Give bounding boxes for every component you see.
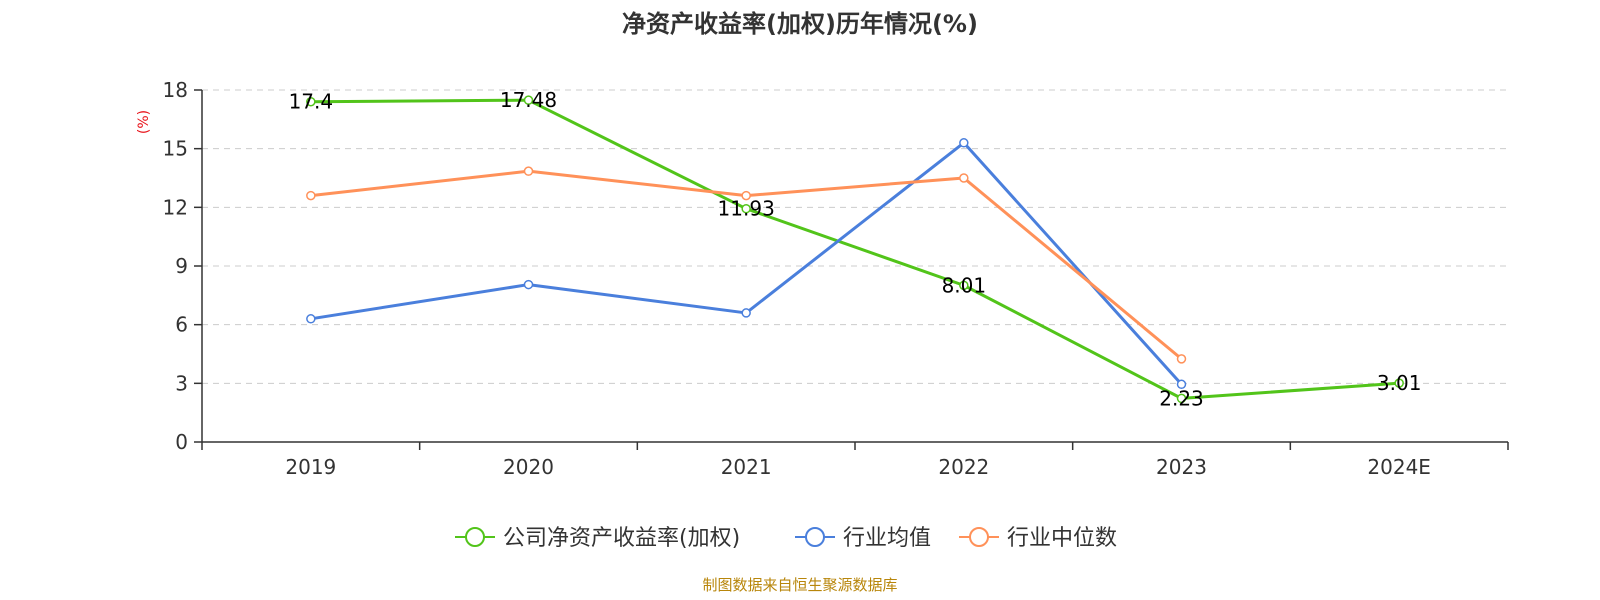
y-tick-label: 15: [163, 137, 188, 161]
y-tick-label: 9: [175, 254, 188, 278]
x-tick-label-2023: 2023: [1156, 455, 1207, 479]
data-point: [741, 308, 751, 318]
data-point: [741, 203, 751, 214]
y-axis-label: (%): [136, 110, 152, 134]
data-point: [959, 280, 969, 291]
legend-item-0: 公司净资产收益率(加权): [455, 526, 740, 551]
data-point: [523, 95, 534, 105]
data-point: [306, 190, 316, 201]
data-point: [1394, 378, 1404, 388]
data-labels: 17.4 17.48 11.93 8.01 2.23 3.01: [289, 88, 1422, 410]
data-point: [1176, 354, 1187, 364]
x-tick-label-2024E: 2024E: [1367, 455, 1431, 479]
data-label: 17.48: [500, 88, 557, 112]
series-line-0: [310, 98, 1400, 400]
data-point: [959, 138, 969, 148]
y-tick-label: 12: [163, 195, 188, 219]
data-label: 17.4: [289, 90, 334, 114]
y-tick-label: 6: [175, 313, 188, 337]
x-tick-label-2020: 2020: [503, 455, 554, 479]
series-0: [306, 95, 1404, 404]
data-point: [959, 173, 969, 183]
x-tick-label-2021: 2021: [721, 455, 772, 479]
series-1: [306, 138, 1187, 390]
legend-item-2: 行业中位数: [959, 526, 1117, 551]
y-tick-label: 18: [163, 78, 188, 102]
y-tick-label: 3: [175, 371, 188, 395]
x-tick-label-2022: 2022: [938, 455, 989, 479]
series-2: [306, 166, 1187, 364]
legend-marker: [969, 527, 989, 547]
data-point: [523, 166, 534, 176]
data-label: 11.93: [718, 197, 775, 221]
grid-lines: [202, 89, 1508, 384]
data-point: [1176, 393, 1187, 404]
data-point: [523, 279, 534, 290]
data-point: [1176, 379, 1187, 390]
legend-label: 行业中位数: [1007, 526, 1117, 551]
data-point: [741, 190, 751, 201]
data-point: [306, 314, 316, 324]
legend-label: 公司净资产收益率(加权): [503, 526, 740, 551]
data-label: 2.23: [1159, 386, 1204, 410]
data-label: 3.01: [1377, 371, 1422, 395]
chart-title: 净资产收益率(加权)历年情况(%): [622, 10, 978, 38]
legend-marker: [465, 527, 485, 547]
legend: 公司净资产收益率(加权) 行业均值 行业中位数: [455, 526, 1117, 551]
data-point: [306, 96, 316, 107]
series-lines: [306, 95, 1404, 404]
legend-item-1: 行业均值: [795, 526, 931, 551]
source-note: 制图数据来自恒生聚源数据库: [702, 576, 897, 594]
series-line-1: [310, 141, 1183, 386]
y-tick-label: 0: [175, 430, 188, 454]
data-label: 8.01: [942, 273, 987, 297]
axes: 0 3 6 9 12 15 18 2019 2020 2021 2022 2023 2024E: [163, 78, 1509, 479]
legend-label: 行业均值: [843, 526, 931, 551]
legend-marker: [805, 527, 825, 547]
x-tick-label-2019: 2019: [285, 455, 336, 479]
